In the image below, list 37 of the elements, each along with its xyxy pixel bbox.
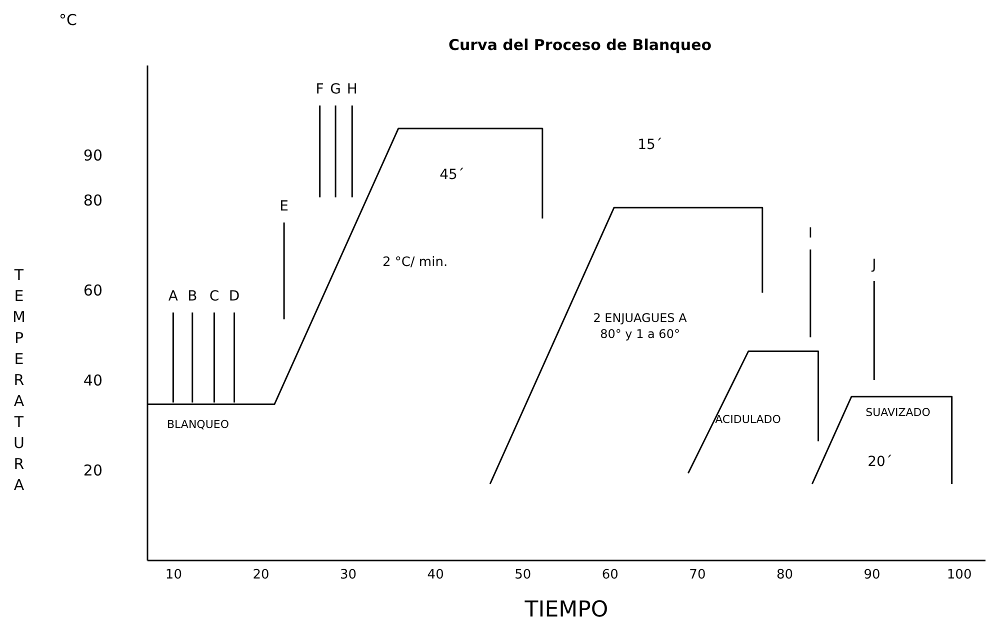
text: °C	[59, 11, 77, 29]
annotation: 15´	[638, 137, 662, 153]
x-tick-label: 70	[689, 568, 706, 582]
y-tick-label: 90	[83, 146, 102, 164]
x-tick-label: 10	[165, 568, 182, 582]
y-tick-label: 40	[83, 372, 102, 390]
series-label: F	[316, 82, 324, 98]
annotation: SUAVIZADO	[866, 406, 931, 419]
series-label: H	[346, 82, 358, 98]
y-tick-label: 20	[83, 462, 102, 480]
series-label: A	[168, 288, 178, 304]
chart-title: Curva del Proceso de Blanqueo	[448, 36, 712, 54]
series-label: B	[188, 288, 198, 304]
series-label: J	[871, 257, 876, 273]
x-tick-label: 40	[427, 568, 444, 582]
x-tick-label: 50	[514, 568, 532, 582]
x-axis-title: TIEMPO	[524, 598, 608, 622]
x-tick-label: 20	[252, 568, 270, 582]
annotation: 2 ENJUAGUES A 80° y 1 a 60°	[593, 311, 688, 341]
y-tick-label: 80	[83, 192, 102, 210]
x-tick-label: 60	[602, 568, 618, 582]
series-label: E	[280, 198, 288, 214]
series-label: G	[330, 82, 341, 98]
series-label: C	[209, 288, 220, 304]
annotation: 2 °C/ min.	[382, 255, 448, 270]
series-label: I	[808, 226, 812, 242]
annotation: ACIDULADO	[715, 413, 782, 426]
series-label: D	[228, 288, 240, 304]
annotation: 45´	[440, 167, 464, 183]
x-tick-label: 90	[864, 568, 880, 582]
x-tick-label: 100	[946, 568, 972, 582]
y-tick-label: 60	[83, 282, 102, 300]
text: TEMPERATURA	[12, 266, 26, 494]
annotation: BLANQUEO	[167, 418, 230, 431]
x-tick-label: 80	[776, 568, 794, 582]
x-tick-label: 30	[340, 568, 357, 582]
annotation: 20´	[868, 454, 892, 470]
